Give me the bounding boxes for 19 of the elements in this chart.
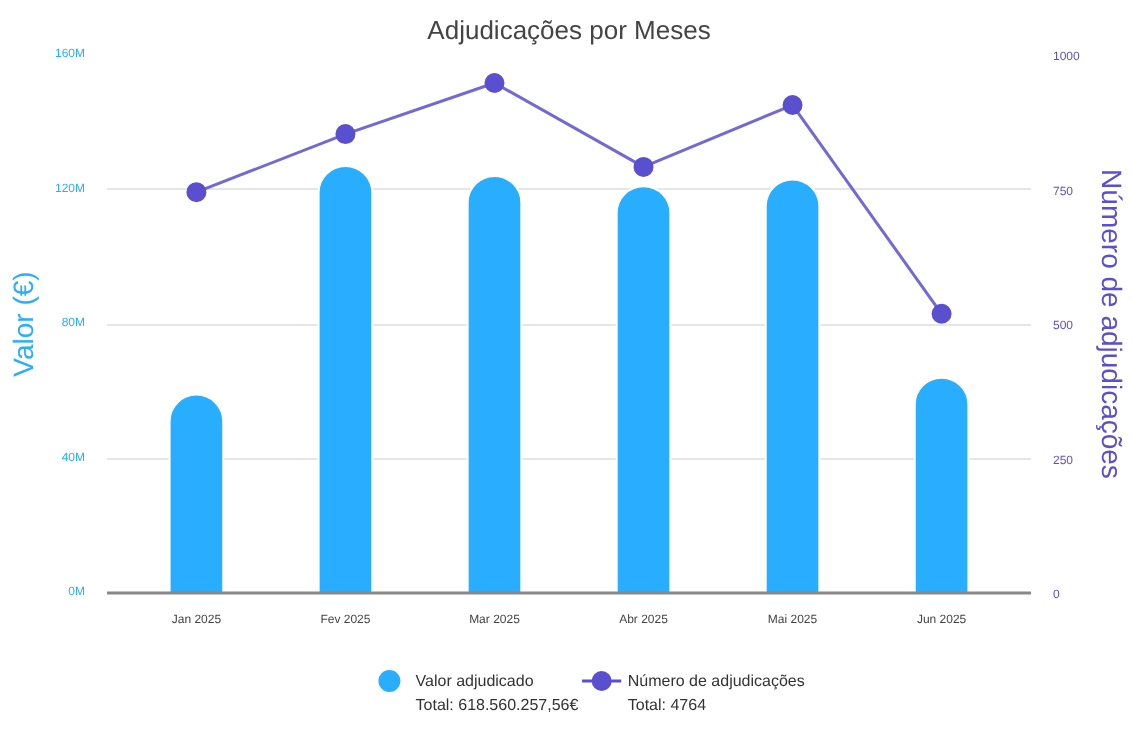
point (633, 156, 654, 177)
bar (615, 185, 672, 593)
bar (168, 393, 225, 593)
point (782, 95, 803, 116)
point (335, 124, 356, 145)
point (484, 72, 505, 93)
y-axis-title: Valor (€) (6, 271, 39, 377)
chart-title: Adjudicações por Meses (427, 15, 712, 45)
text: Total: 618.560.257,56€ (415, 696, 580, 714)
text: Total: 4764 (627, 696, 708, 714)
bar (317, 164, 374, 593)
bar (466, 175, 523, 593)
legend-label: Valor adjudicado (415, 672, 535, 690)
point (186, 182, 207, 203)
y2-axis-title: Número de adjudicações (1095, 169, 1128, 479)
legend-label: Número de adjudicações (627, 672, 805, 690)
bar (913, 376, 970, 593)
bar (764, 178, 821, 593)
point (931, 303, 952, 324)
